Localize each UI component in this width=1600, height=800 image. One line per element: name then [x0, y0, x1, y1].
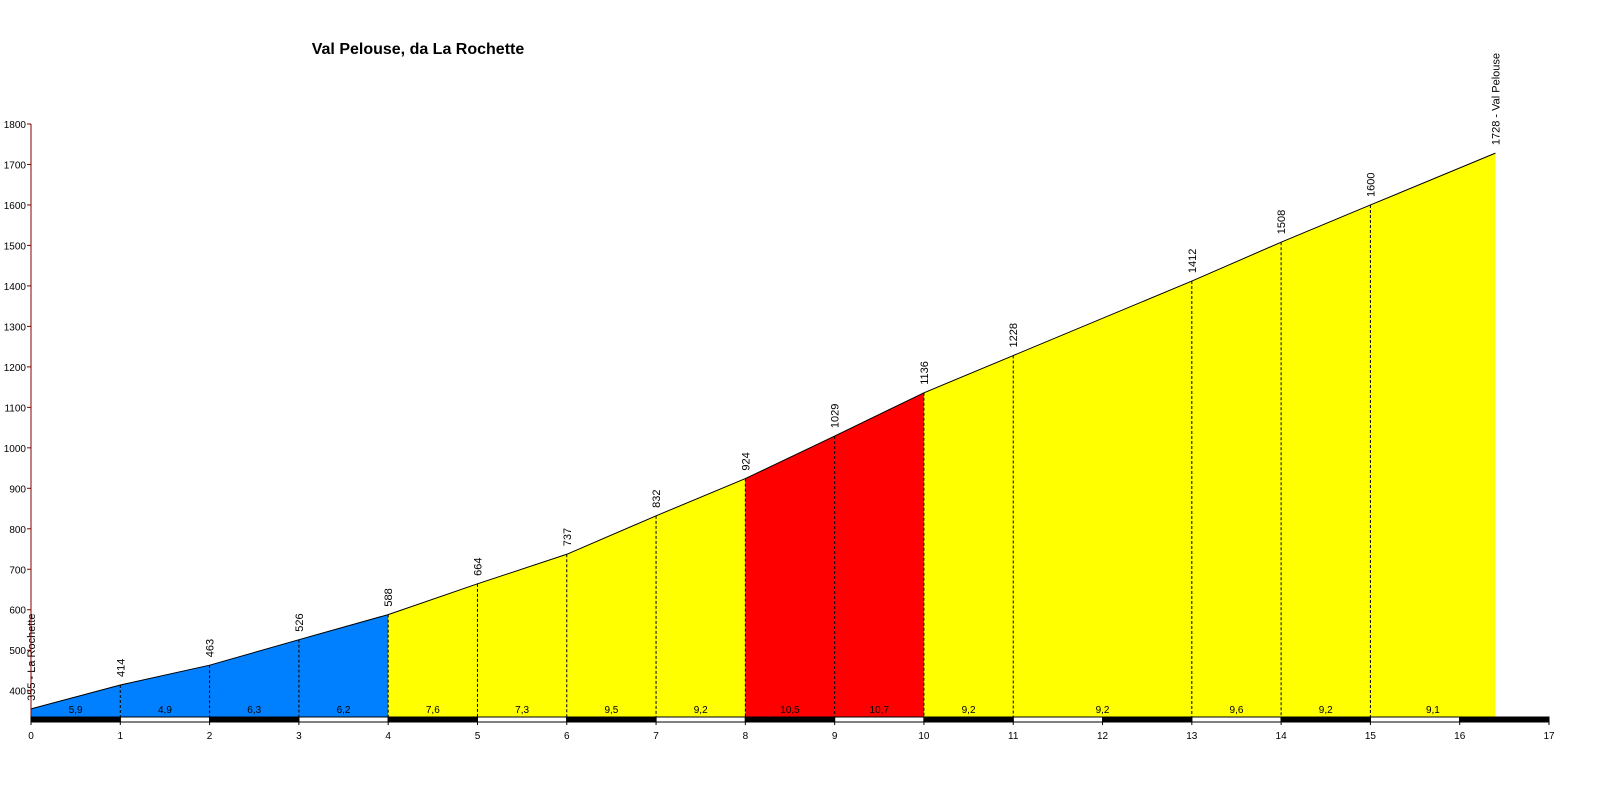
x-tick-label: 12	[1097, 731, 1109, 742]
segment	[120, 665, 210, 717]
km-bar	[30, 716, 121, 723]
x-tick-label: 4	[385, 731, 391, 742]
y-tick-label: 1500	[4, 241, 27, 252]
y-tick-label: 600	[9, 606, 26, 617]
gradient-label: 7,6	[426, 705, 440, 716]
x-tick-label: 0	[28, 731, 34, 742]
km-bar	[1369, 716, 1461, 723]
segment	[1191, 242, 1282, 717]
segment	[923, 355, 1014, 717]
elevation-label: 1228	[1008, 323, 1020, 347]
elevation-label: 1508	[1276, 210, 1288, 234]
segment	[1281, 204, 1371, 717]
km-bar	[1012, 716, 1104, 723]
km-bar	[566, 716, 657, 723]
elevation-label: 1412	[1187, 249, 1199, 273]
segment	[745, 436, 835, 717]
x-tick-label: 5	[475, 731, 481, 742]
elevation-label: 1136	[919, 361, 931, 385]
gradient-label: 9,6	[1230, 705, 1244, 716]
elevation-label: 1600	[1365, 172, 1377, 196]
x-tick-label: 14	[1276, 731, 1288, 742]
elevation-label: 355 - La Rochette	[26, 613, 38, 700]
km-bar	[1280, 716, 1371, 723]
segment	[566, 515, 657, 717]
km-bar	[1459, 716, 1550, 723]
segment	[298, 614, 389, 717]
elevation-label: 526	[294, 613, 306, 631]
gradient-label: 6,2	[337, 705, 351, 716]
km-bar	[923, 716, 1014, 723]
y-tick-label: 1200	[4, 363, 27, 374]
elevation-label: 924	[740, 452, 752, 470]
x-tick-label: 16	[1454, 731, 1466, 742]
y-tick-label: 400	[9, 687, 26, 698]
elevation-label: 1029	[830, 404, 842, 428]
y-tick-label: 700	[9, 565, 26, 576]
y-tick-label: 1400	[4, 282, 27, 293]
elevation-label: 414	[115, 659, 127, 677]
km-bar	[1191, 716, 1282, 723]
km-bar	[1102, 716, 1193, 723]
x-tick-label: 17	[1543, 731, 1555, 742]
elevation-label: 737	[562, 528, 574, 546]
gradient-label: 10,7	[870, 705, 890, 716]
km-bar	[209, 716, 300, 723]
y-tick-label: 1000	[4, 444, 27, 455]
elevation-label: 1728 - Val Pelouse	[1490, 53, 1502, 145]
gradient-label: 9,1	[1426, 705, 1440, 716]
profile-line	[30, 152, 1496, 710]
gradient-label: 4,9	[158, 705, 172, 716]
gradient-label: 10,5	[780, 705, 800, 716]
x-tick-label: 15	[1365, 731, 1377, 742]
x-tick-label: 8	[743, 731, 749, 742]
segment	[477, 554, 567, 717]
segment	[1013, 281, 1192, 717]
elevation-label: 832	[651, 489, 663, 507]
km-bar	[119, 716, 211, 723]
x-tick-label: 1	[118, 731, 124, 742]
elevation-label: 588	[383, 588, 395, 606]
km-bar	[298, 716, 389, 723]
km-bar	[387, 716, 478, 723]
y-tick-label: 800	[9, 525, 26, 536]
x-tick-label: 2	[207, 731, 213, 742]
gradient-label: 7,3	[515, 705, 529, 716]
y-tick-label: 1300	[4, 322, 27, 333]
gradient-label: 9,2	[962, 705, 976, 716]
y-tick-label: 500	[9, 646, 26, 657]
x-tick-label: 13	[1186, 731, 1198, 742]
gradient-label: 9,2	[1319, 705, 1333, 716]
km-bar	[834, 716, 925, 723]
gradient-label: 9,5	[604, 705, 618, 716]
x-tick-label: 3	[296, 731, 302, 742]
x-tick-label: 7	[653, 731, 659, 742]
y-tick-label: 1800	[4, 120, 27, 131]
gradient-label: 9,2	[694, 705, 708, 716]
chart-title: Val Pelouse, da La Rochette	[312, 41, 525, 58]
km-bar	[476, 716, 568, 723]
elevation-label: 463	[205, 639, 217, 657]
x-tick-label: 6	[564, 731, 570, 742]
segment	[31, 685, 121, 717]
segment	[656, 478, 746, 717]
y-tick-label: 1100	[4, 403, 26, 414]
segment	[1370, 153, 1496, 717]
elevation-label: 664	[472, 557, 484, 575]
x-tick-label: 10	[918, 731, 930, 742]
segment	[834, 392, 924, 717]
y-tick-label: 1600	[4, 201, 27, 212]
y-tick-label: 900	[9, 484, 26, 495]
km-bar	[655, 716, 746, 723]
x-tick-label: 9	[832, 731, 838, 742]
gradient-label: 5,9	[69, 705, 83, 716]
segment	[388, 583, 478, 717]
gradient-label: 6,3	[247, 705, 261, 716]
y-tick-label: 1700	[4, 160, 27, 171]
gradient-label: 9,2	[1096, 705, 1110, 716]
km-bar	[744, 716, 836, 723]
x-tick-label: 11	[1008, 731, 1019, 742]
